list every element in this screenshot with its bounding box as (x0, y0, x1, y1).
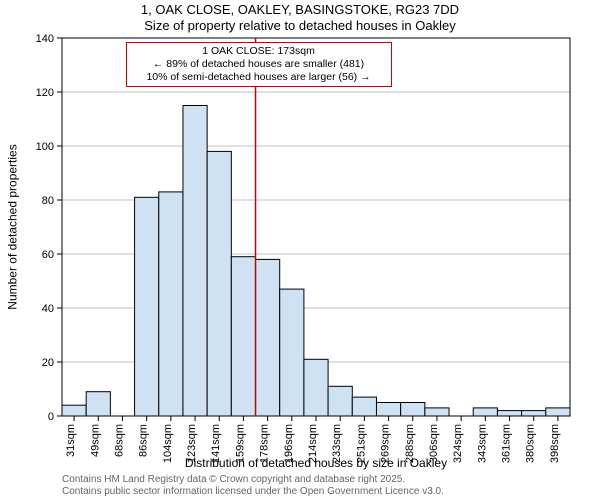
chart-svg: 02040608010012014031sqm49sqm68sqm86sqm10… (62, 38, 570, 416)
footer-line2: Contains public sector information licen… (62, 486, 444, 498)
svg-text:0: 0 (48, 411, 54, 423)
svg-text:31sqm: 31sqm (65, 424, 77, 457)
svg-text:40: 40 (42, 303, 54, 315)
chart-footer: Contains HM Land Registry data © Crown c… (62, 474, 444, 498)
svg-text:86sqm: 86sqm (138, 424, 150, 457)
callout-line2: ← 89% of detached houses are smaller (48… (133, 58, 385, 71)
reference-callout: 1 OAK CLOSE: 173sqm ← 89% of detached ho… (126, 42, 392, 87)
chart-title-line1: 1, OAK CLOSE, OAKLEY, BASINGSTOKE, RG23 … (0, 2, 600, 17)
svg-text:120: 120 (36, 87, 54, 99)
svg-text:140: 140 (36, 33, 54, 45)
y-axis-label: Number of detached properties (6, 38, 20, 416)
svg-text:60: 60 (42, 249, 54, 261)
footer-line1: Contains HM Land Registry data © Crown c… (62, 474, 444, 486)
svg-text:100: 100 (36, 141, 54, 153)
svg-text:20: 20 (42, 357, 54, 369)
histogram-plot: 02040608010012014031sqm49sqm68sqm86sqm10… (62, 38, 570, 416)
callout-line3: 10% of semi-detached houses are larger (… (133, 71, 385, 84)
svg-text:49sqm: 49sqm (89, 424, 101, 457)
svg-text:68sqm: 68sqm (113, 424, 125, 457)
x-axis-label: Distribution of detached houses by size … (62, 456, 570, 470)
chart-title-line2: Size of property relative to detached ho… (0, 18, 600, 33)
svg-text:80: 80 (42, 195, 54, 207)
callout-line1: 1 OAK CLOSE: 173sqm (133, 45, 385, 58)
